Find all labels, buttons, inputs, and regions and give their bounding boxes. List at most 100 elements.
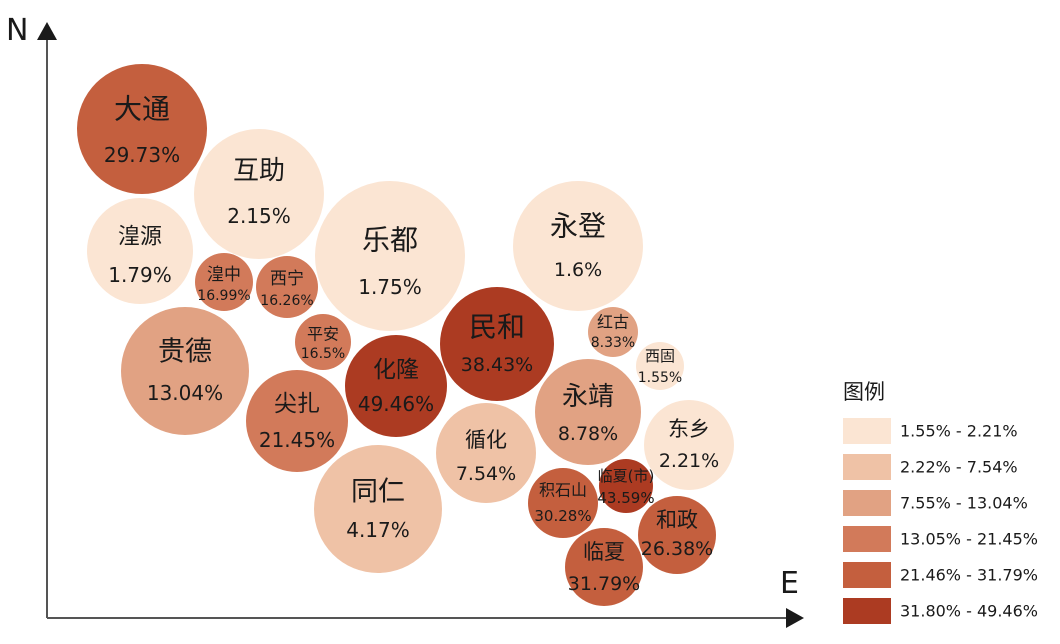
bubble-和政: 和政 26.38% — [638, 496, 716, 574]
bubble-积石山: 积石山 30.28% — [528, 468, 598, 538]
legend-title: 图例 — [843, 380, 885, 404]
bubble-name-label: 乐都 — [362, 224, 418, 257]
bubble-value-label: 1.6% — [554, 259, 602, 281]
bubble-乐都: 乐都 1.75% — [315, 181, 465, 331]
bubble-value-label: 38.43% — [461, 354, 533, 376]
bubble-大通: 大通 29.73% — [77, 64, 207, 194]
bubble-name-label: 互助 — [233, 156, 285, 186]
bubble-circle — [345, 335, 447, 437]
bubble-value-label: 13.04% — [147, 381, 223, 405]
bubble-临夏: 临夏 31.79% — [565, 528, 643, 606]
legend-item: 2.22% - 7.54% — [843, 454, 1018, 480]
bubble-value-label: 1.55% — [638, 370, 682, 386]
legend-item: 7.55% - 13.04% — [843, 490, 1028, 516]
x-axis-arrow-icon — [786, 608, 804, 628]
bubble-name-label: 贵德 — [158, 337, 212, 368]
bubble-name-label: 和政 — [656, 508, 698, 532]
bubble-circle — [314, 445, 442, 573]
bubble-红古: 红古 8.33% — [588, 307, 638, 357]
bubble-circle — [440, 287, 554, 401]
legend-swatch — [843, 526, 891, 552]
legend-swatch — [843, 490, 891, 516]
bubble-circle — [121, 307, 249, 435]
bubble-value-label: 30.28% — [534, 507, 591, 525]
bubble-name-label: 永靖 — [562, 382, 614, 412]
bubble-circle — [599, 459, 653, 513]
bubble-name-label: 同仁 — [351, 477, 405, 508]
bubble-name-label: 永登 — [550, 210, 606, 243]
bubble-同仁: 同仁 4.17% — [314, 445, 442, 573]
bubble-name-label: 红古 — [597, 313, 629, 332]
bubble-circle — [87, 198, 193, 304]
bubble-value-label: 2.15% — [227, 204, 291, 228]
bubble-circle — [528, 468, 598, 538]
bubble-value-label: 43.59% — [597, 489, 654, 507]
bubble-value-label: 2.21% — [659, 450, 719, 472]
legend-swatch — [843, 418, 891, 444]
legend-item: 1.55% - 2.21% — [843, 418, 1018, 444]
bubble-circle — [246, 370, 348, 472]
legend-range-label: 31.80% - 49.46% — [900, 602, 1038, 621]
bubble-value-label: 7.54% — [456, 463, 516, 485]
bubble-化隆: 化隆 49.46% — [345, 335, 447, 437]
bubble-民和: 民和 38.43% — [440, 287, 554, 401]
bubble-circle — [638, 496, 716, 574]
bubble-value-label: 49.46% — [358, 392, 434, 416]
bubble-永靖: 永靖 8.78% — [535, 359, 641, 465]
bubble-value-label: 31.79% — [568, 573, 640, 595]
bubble-value-label: 16.26% — [260, 293, 313, 309]
legend-item: 31.80% - 49.46% — [843, 598, 1038, 624]
bubble-value-label: 8.78% — [558, 423, 618, 445]
bubble-name-label: 民和 — [469, 311, 525, 344]
y-axis-label: N — [6, 13, 28, 48]
bubble-value-label: 29.73% — [104, 143, 180, 167]
bubble-name-label: 临夏(市) — [598, 467, 655, 485]
legend-swatch — [843, 454, 891, 480]
legend-swatch — [843, 598, 891, 624]
bubble-value-label: 26.38% — [641, 538, 713, 560]
bubble-永登: 永登 1.6% — [513, 181, 643, 311]
bubble-circle — [644, 400, 734, 490]
bubble-circle — [535, 359, 641, 465]
bubble-name-label: 积石山 — [539, 481, 587, 500]
bubble-name-label: 平安 — [307, 325, 339, 344]
bubble-循化: 循化 7.54% — [436, 403, 536, 503]
bubble-value-label: 8.33% — [591, 335, 635, 351]
bubble-互助: 互助 2.15% — [194, 129, 324, 259]
bubble-circle — [77, 64, 207, 194]
legend-range-label: 2.22% - 7.54% — [900, 458, 1018, 477]
legend-range-label: 7.55% - 13.04% — [900, 494, 1028, 513]
bubble-贵德: 贵德 13.04% — [121, 307, 249, 435]
bubble-circle — [194, 129, 324, 259]
legend-item: 21.46% - 31.79% — [843, 562, 1038, 588]
legend: 图例 1.55% - 2.21% 2.22% - 7.54% 7.55% - 13.… — [843, 380, 1038, 624]
bubble-name-label: 临夏 — [583, 540, 625, 564]
legend-swatch — [843, 562, 891, 588]
bubble-湟中: 湟中 16.99% — [195, 253, 253, 311]
bubble-name-label: 化隆 — [373, 357, 419, 383]
bubble-value-label: 1.79% — [108, 263, 172, 287]
bubble-circle — [513, 181, 643, 311]
bubble-name-label: 湟中 — [207, 265, 241, 285]
bubble-circle — [636, 342, 684, 390]
bubble-value-label: 16.99% — [197, 288, 250, 304]
legend-range-label: 21.46% - 31.79% — [900, 566, 1038, 585]
bubble-circle — [256, 256, 318, 318]
bubble-name-label: 西宁 — [270, 269, 304, 289]
bubble-value-label: 4.17% — [346, 518, 410, 542]
bubble-value-label: 1.75% — [358, 275, 422, 299]
bubble-circle — [295, 314, 351, 370]
bubble-circle — [588, 307, 638, 357]
bubble-西宁: 西宁 16.26% — [256, 256, 318, 318]
bubble-name-label: 西固 — [645, 347, 675, 365]
bubble-尖扎: 尖扎 21.45% — [246, 370, 348, 472]
bubble-circle — [436, 403, 536, 503]
bubble-circle — [195, 253, 253, 311]
bubble-东乡: 东乡 2.21% — [644, 400, 734, 490]
bubble-circle — [315, 181, 465, 331]
bubble-湟源: 湟源 1.79% — [87, 198, 193, 304]
y-axis-arrow-icon — [37, 22, 57, 40]
bubble-西固: 西固 1.55% — [636, 342, 684, 390]
